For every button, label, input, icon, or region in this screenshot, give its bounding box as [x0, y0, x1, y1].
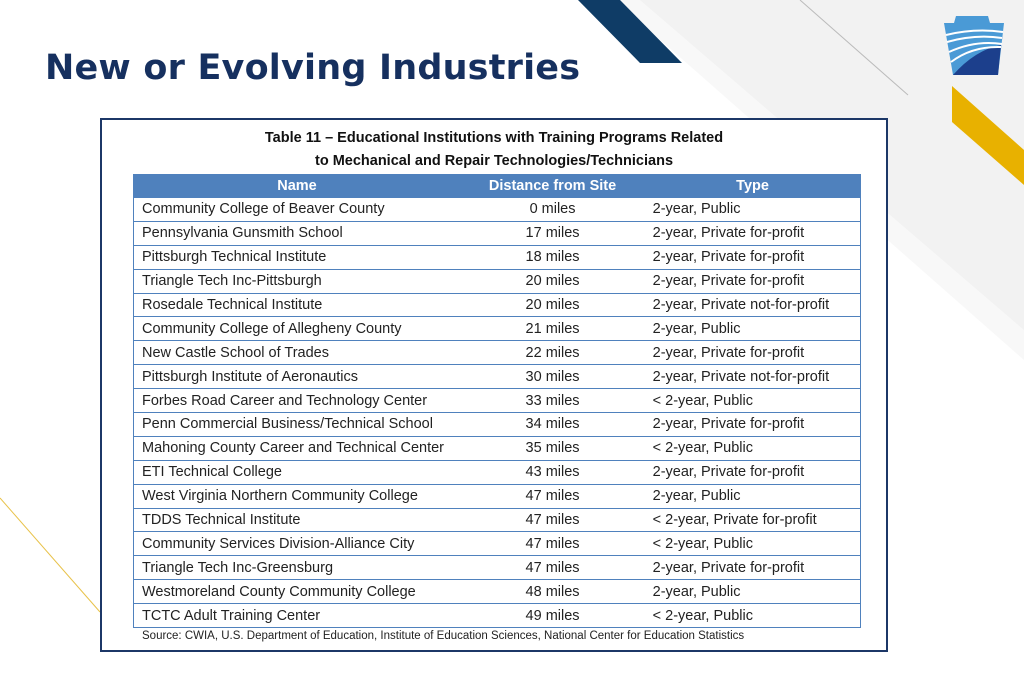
table-row: Community College of Allegheny County 21 …: [133, 316, 861, 342]
cell-type: 2-year, Private for-profit: [644, 459, 861, 485]
cell-name: Pennsylvania Gunsmith School: [133, 220, 461, 246]
table-row: Westmoreland County Community College 48 …: [133, 579, 861, 605]
table-row: TCTC Adult Training Center 49 miles < 2-ye…: [133, 603, 861, 629]
table-row: Triangle Tech Inc-Pittsburgh 20 miles 2-ye…: [133, 268, 861, 294]
cell-distance: 30 miles: [460, 364, 645, 390]
cell-distance: 20 miles: [460, 268, 645, 294]
cell-name: Triangle Tech Inc-Greensburg: [133, 555, 461, 581]
header-distance: Distance from Site: [459, 174, 646, 198]
table-frame: Table 11 – Educational Institutions with…: [100, 118, 888, 652]
cell-type: 2-year, Private not-for-profit: [644, 364, 861, 390]
cell-name: TDDS Technical Institute: [133, 507, 461, 533]
cell-name: Rosedale Technical Institute: [133, 292, 461, 318]
cell-distance: 48 miles: [460, 579, 645, 605]
gold-thin-line: [0, 497, 101, 613]
table-header-row: Name Distance from Site Type: [133, 174, 861, 198]
cell-name: Pittsburgh Institute of Aeronautics: [133, 364, 461, 390]
cell-type: 2-year, Private for-profit: [644, 268, 861, 294]
cell-distance: 20 miles: [460, 292, 645, 318]
header-type: Type: [644, 174, 861, 198]
cell-type: 2-year, Private for-profit: [644, 220, 861, 246]
cell-type: 2-year, Private for-profit: [644, 244, 861, 270]
cell-type: 2-year, Private for-profit: [644, 555, 861, 581]
cell-distance: 47 miles: [460, 483, 645, 509]
thin-diagonal-line: [799, 0, 909, 96]
cell-distance: 33 miles: [460, 388, 645, 414]
cell-distance: 18 miles: [460, 244, 645, 270]
header-name: Name: [133, 174, 461, 198]
cell-type: < 2-year, Public: [644, 531, 861, 557]
cell-name: Penn Commercial Business/Technical Schoo…: [133, 412, 461, 437]
cell-distance: 47 miles: [460, 555, 645, 581]
cell-distance: 49 miles: [460, 603, 645, 629]
cell-distance: 0 miles: [460, 197, 645, 222]
table-row: Pittsburgh Technical Institute 18 miles 2-…: [133, 244, 861, 270]
cell-distance: 22 miles: [460, 340, 645, 366]
table-row: Rosedale Technical Institute 20 miles 2-ye…: [133, 292, 861, 318]
cell-distance: 35 miles: [460, 435, 645, 461]
table-row: Community College of Beaver County 0 mile…: [133, 197, 861, 222]
cell-distance: 47 miles: [460, 531, 645, 557]
cell-type: 2-year, Private not-for-profit: [644, 292, 861, 318]
table-caption-line2: to Mechanical and Repair Technologies/Te…: [314, 153, 674, 169]
cell-type: 2-year, Private for-profit: [644, 340, 861, 366]
cell-name: Community College of Allegheny County: [133, 316, 461, 342]
table-row: ETI Technical College 43 miles 2-year, Pri…: [133, 459, 861, 485]
table-source: Source: CWIA, U.S. Department of Educati…: [142, 630, 745, 642]
table-row: TDDS Technical Institute 47 miles < 2-year…: [133, 507, 861, 533]
cell-distance: 47 miles: [460, 507, 645, 533]
navy-stripe: [578, 0, 682, 63]
table-row: Pittsburgh Institute of Aeronautics 30 mi…: [133, 364, 861, 390]
cell-type: 2-year, Public: [644, 316, 861, 342]
cell-name: Triangle Tech Inc-Pittsburgh: [133, 268, 461, 294]
cell-type: 2-year, Public: [644, 579, 861, 605]
cell-distance: 17 miles: [460, 220, 645, 246]
table-row: Mahoning County Career and Technical Cen…: [133, 435, 861, 461]
cell-distance: 43 miles: [460, 459, 645, 485]
table-caption-line1: Table 11 – Educational Institutions with…: [264, 130, 724, 146]
cell-type: 2-year, Private for-profit: [644, 412, 861, 437]
institutions-table: Name Distance from Site Type Community C…: [133, 174, 861, 629]
cell-name: Westmoreland County Community College: [133, 579, 461, 605]
cell-distance: 34 miles: [460, 412, 645, 437]
table-row: Penn Commercial Business/Technical Schoo…: [133, 412, 861, 437]
gold-stripe: [952, 86, 1024, 185]
cell-type: 2-year, Public: [644, 197, 861, 222]
slide-title: New or Evolving Industries: [45, 48, 581, 88]
table-row: Pennsylvania Gunsmith School 17 miles 2-ye…: [133, 220, 861, 246]
cell-name: West Virginia Northern Community College: [133, 483, 461, 509]
cell-name: Pittsburgh Technical Institute: [133, 244, 461, 270]
cell-name: Forbes Road Career and Technology Center: [133, 388, 461, 414]
table-row: Forbes Road Career and Technology Center…: [133, 388, 861, 414]
cell-type: < 2-year, Private for-profit: [644, 507, 861, 533]
cell-type: < 2-year, Public: [644, 435, 861, 461]
cell-name: Mahoning County Career and Technical Cen…: [133, 435, 461, 461]
keystone-logo-icon: [944, 16, 1004, 75]
table-row: Triangle Tech Inc-Greensburg 47 miles 2-ye…: [133, 555, 861, 581]
cell-name: Community College of Beaver County: [133, 197, 461, 222]
cell-type: < 2-year, Public: [644, 603, 861, 629]
cell-type: 2-year, Public: [644, 483, 861, 509]
table-row: West Virginia Northern Community College…: [133, 483, 861, 509]
cell-name: ETI Technical College: [133, 459, 461, 485]
cell-name: Community Services Division-Alliance Cit…: [133, 531, 461, 557]
cell-name: New Castle School of Trades: [133, 340, 461, 366]
cell-distance: 21 miles: [460, 316, 645, 342]
table-row: Community Services Division-Alliance Cit…: [133, 531, 861, 557]
cell-name: TCTC Adult Training Center: [133, 603, 461, 629]
cell-type: < 2-year, Public: [644, 388, 861, 414]
table-row: New Castle School of Trades 22 miles 2-yea…: [133, 340, 861, 366]
